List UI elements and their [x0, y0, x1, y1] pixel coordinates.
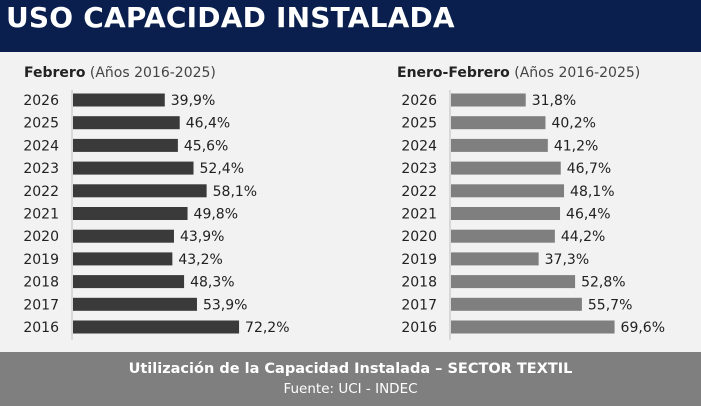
data-label: 49,8% — [194, 207, 238, 223]
category-label: 2019 — [23, 252, 59, 268]
data-label: 48,3% — [190, 275, 234, 291]
data-label: 55,7% — [588, 297, 632, 313]
bar — [451, 297, 582, 311]
data-label: 46,7% — [567, 161, 611, 177]
data-label: 39,9% — [171, 93, 215, 109]
right-chart-subtitle: (Años 2016-2025) — [514, 65, 641, 81]
data-label: 43,2% — [178, 252, 222, 268]
bar — [451, 161, 561, 175]
category-label: 2016 — [401, 320, 437, 336]
data-label: 41,2% — [554, 138, 598, 154]
left-chart-title: Febrero (Años 2016-2025) — [24, 65, 216, 81]
data-label: 69,6% — [621, 320, 665, 336]
data-label: 52,4% — [200, 161, 244, 177]
bar — [73, 297, 197, 311]
bar — [451, 138, 548, 152]
category-label: 2020 — [23, 229, 59, 245]
category-label: 2026 — [23, 93, 59, 109]
bar — [451, 184, 565, 198]
data-label: 45,6% — [184, 138, 228, 154]
data-label: 72,2% — [245, 320, 289, 336]
left-chart-title-main: Febrero — [24, 65, 86, 81]
category-label: 2022 — [23, 184, 59, 200]
bar — [451, 93, 526, 107]
charts-panel: Febrero (Años 2016-2025) 2026 39,9% 2025 46… — [0, 52, 701, 352]
data-label: 52,8% — [581, 275, 625, 291]
category-label: 2022 — [401, 184, 437, 200]
category-label: 2018 — [401, 275, 437, 291]
bar — [451, 252, 539, 266]
footer-banner: Utilización de la Capacidad Instalada – … — [0, 352, 701, 406]
bar — [73, 252, 173, 266]
category-label: 2017 — [23, 297, 59, 313]
bar — [451, 275, 576, 289]
data-label: 44,2% — [561, 229, 605, 245]
category-label: 2023 — [401, 161, 437, 177]
right-bar-chart: 2026 31,8% 2025 40,2% 2024 41,2% 2023 46,7% 2022… — [401, 90, 665, 340]
category-label: 2025 — [401, 116, 437, 132]
category-label: 2025 — [23, 116, 59, 132]
left-bar-chart: 2026 39,9% 2025 46,4% 2024 45,6% 2023 52,4% 2022… — [23, 90, 290, 340]
right-chart-title: Enero-Febrero (Años 2016-2025) — [397, 65, 640, 81]
category-label: 2024 — [23, 138, 59, 154]
bar — [73, 116, 180, 130]
bar — [73, 161, 194, 175]
data-label: 48,1% — [570, 184, 614, 200]
bar — [73, 138, 178, 152]
bar — [73, 275, 185, 289]
category-label: 2021 — [23, 207, 59, 223]
bar — [73, 229, 174, 243]
data-label: 40,2% — [551, 116, 595, 132]
bar — [73, 93, 165, 107]
data-label: 31,8% — [532, 93, 576, 109]
bar — [451, 229, 555, 243]
data-label: 46,4% — [186, 116, 230, 132]
category-label: 2019 — [401, 252, 437, 268]
category-label: 2026 — [401, 93, 437, 109]
category-label: 2021 — [401, 207, 437, 223]
data-label: 37,3% — [545, 252, 589, 268]
data-label: 58,1% — [213, 184, 257, 200]
category-label: 2016 — [23, 320, 59, 336]
bar — [73, 207, 188, 220]
left-chart-subtitle: (Años 2016-2025) — [89, 65, 216, 81]
data-label: 46,4% — [566, 207, 610, 223]
right-chart-title-main: Enero-Febrero — [397, 65, 510, 81]
bar — [451, 116, 546, 130]
header-banner: USO CAPACIDAD INSTALADA — [0, 0, 701, 52]
category-label: 2023 — [23, 161, 59, 177]
footer-title: Utilización de la Capacidad Instalada – … — [128, 361, 573, 377]
category-label: 2020 — [401, 229, 437, 245]
bar — [451, 320, 615, 334]
bar — [73, 320, 240, 334]
data-label: 53,9% — [203, 297, 247, 313]
bar — [451, 207, 561, 220]
category-label: 2018 — [23, 275, 59, 291]
footer-source: Fuente: UCI - INDEC — [283, 381, 418, 397]
page-title: USO CAPACIDAD INSTALADA — [6, 1, 455, 34]
category-label: 2017 — [401, 297, 437, 313]
bar — [73, 184, 207, 198]
data-label: 43,9% — [180, 229, 224, 245]
category-label: 2024 — [401, 138, 437, 154]
